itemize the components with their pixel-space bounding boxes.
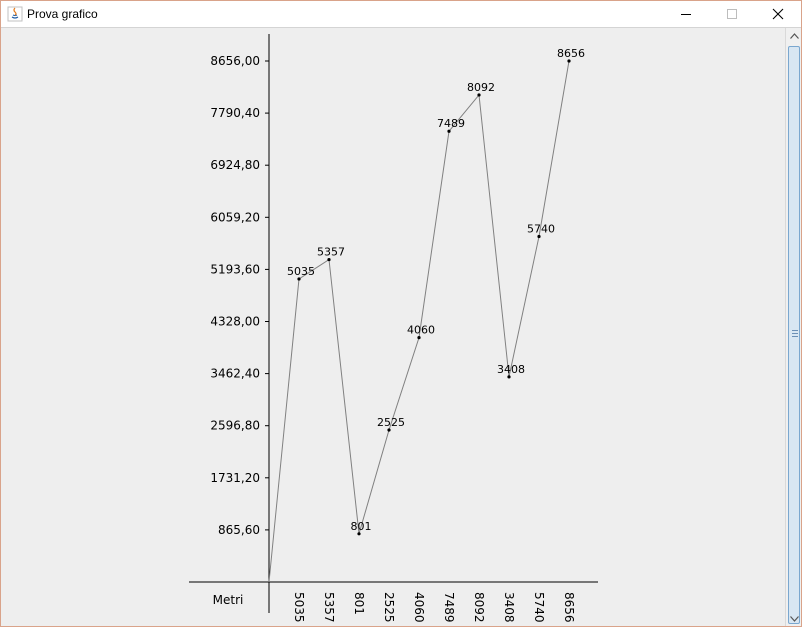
x-tick-label: 7489 <box>442 592 456 623</box>
x-tick-label: 801 <box>352 592 366 615</box>
grip-line <box>792 336 798 337</box>
data-label: 5740 <box>527 223 555 236</box>
java-app-icon <box>7 6 23 22</box>
y-tick-label: 1731,20 <box>210 471 260 485</box>
data-point <box>417 336 421 340</box>
y-tick-label: 6924,80 <box>210 158 260 172</box>
series-line <box>268 60 570 583</box>
y-tick-label: 6059,20 <box>210 210 260 224</box>
data-point <box>507 375 511 379</box>
maximize-button[interactable] <box>709 1 755 27</box>
y-tick-label: 865,60 <box>218 523 260 537</box>
x-tick-label: 2525 <box>382 592 396 623</box>
title-bar: Prova grafico <box>1 1 801 27</box>
data-point <box>357 532 361 536</box>
chevron-up-icon <box>789 33 799 39</box>
minimize-icon <box>681 14 691 15</box>
x-tick-label: 8656 <box>562 592 576 623</box>
x-tick-label: 4060 <box>412 592 426 623</box>
data-point <box>387 428 391 432</box>
y-tick-label: 8656,00 <box>210 54 260 68</box>
x-tick-label: 5035 <box>292 592 306 623</box>
data-label: 2525 <box>377 416 405 429</box>
close-button[interactable] <box>755 1 801 27</box>
scroll-thumb[interactable] <box>788 46 800 624</box>
data-point <box>327 257 331 262</box>
y-tick-label: 3462,40 <box>210 367 260 381</box>
chevron-down-icon <box>789 616 799 622</box>
y-tick-label: 2596,80 <box>210 419 260 433</box>
x-tick-label: 5740 <box>532 592 546 623</box>
data-point <box>567 59 571 63</box>
grip-line <box>792 330 798 331</box>
x-tick-label: 3408 <box>502 592 516 623</box>
window-controls <box>663 1 801 27</box>
data-label: 3408 <box>497 363 525 376</box>
data-point <box>447 129 451 133</box>
line-chart: 865,60 1731,20 2596,80 3462,40 4328,00 5193,6… <box>189 34 598 623</box>
x-tick-label: 8092 <box>472 592 486 623</box>
scroll-up-button[interactable] <box>786 28 801 44</box>
data-label: 8092 <box>467 81 495 94</box>
y-tick-label: 5193,60 <box>210 262 260 276</box>
scroll-down-button[interactable] <box>786 611 801 626</box>
vertical-scrollbar[interactable] <box>785 28 801 626</box>
maximize-icon <box>727 9 737 19</box>
minimize-button[interactable] <box>663 1 709 27</box>
data-point <box>297 277 301 281</box>
x-tick-label: 5357 <box>322 592 336 623</box>
chart-panel: 865,60 1731,20 2596,80 3462,40 4328,00 5193,6… <box>1 27 801 626</box>
data-point <box>477 93 481 97</box>
data-label: 801 <box>351 520 372 533</box>
data-label: 5035 <box>287 265 315 278</box>
y-tick-label: 4328,00 <box>210 315 260 329</box>
grip-line <box>792 333 798 334</box>
y-tick-label: 7790,40 <box>210 106 260 120</box>
data-label: 7489 <box>437 117 465 130</box>
data-label: 5357 <box>317 246 345 259</box>
x-axis-label: Metri <box>213 593 244 607</box>
window-title: Prova grafico <box>27 7 98 21</box>
data-point <box>537 234 541 239</box>
close-icon <box>772 8 784 20</box>
data-label: 8656 <box>557 47 585 60</box>
data-label: 4060 <box>407 324 435 337</box>
